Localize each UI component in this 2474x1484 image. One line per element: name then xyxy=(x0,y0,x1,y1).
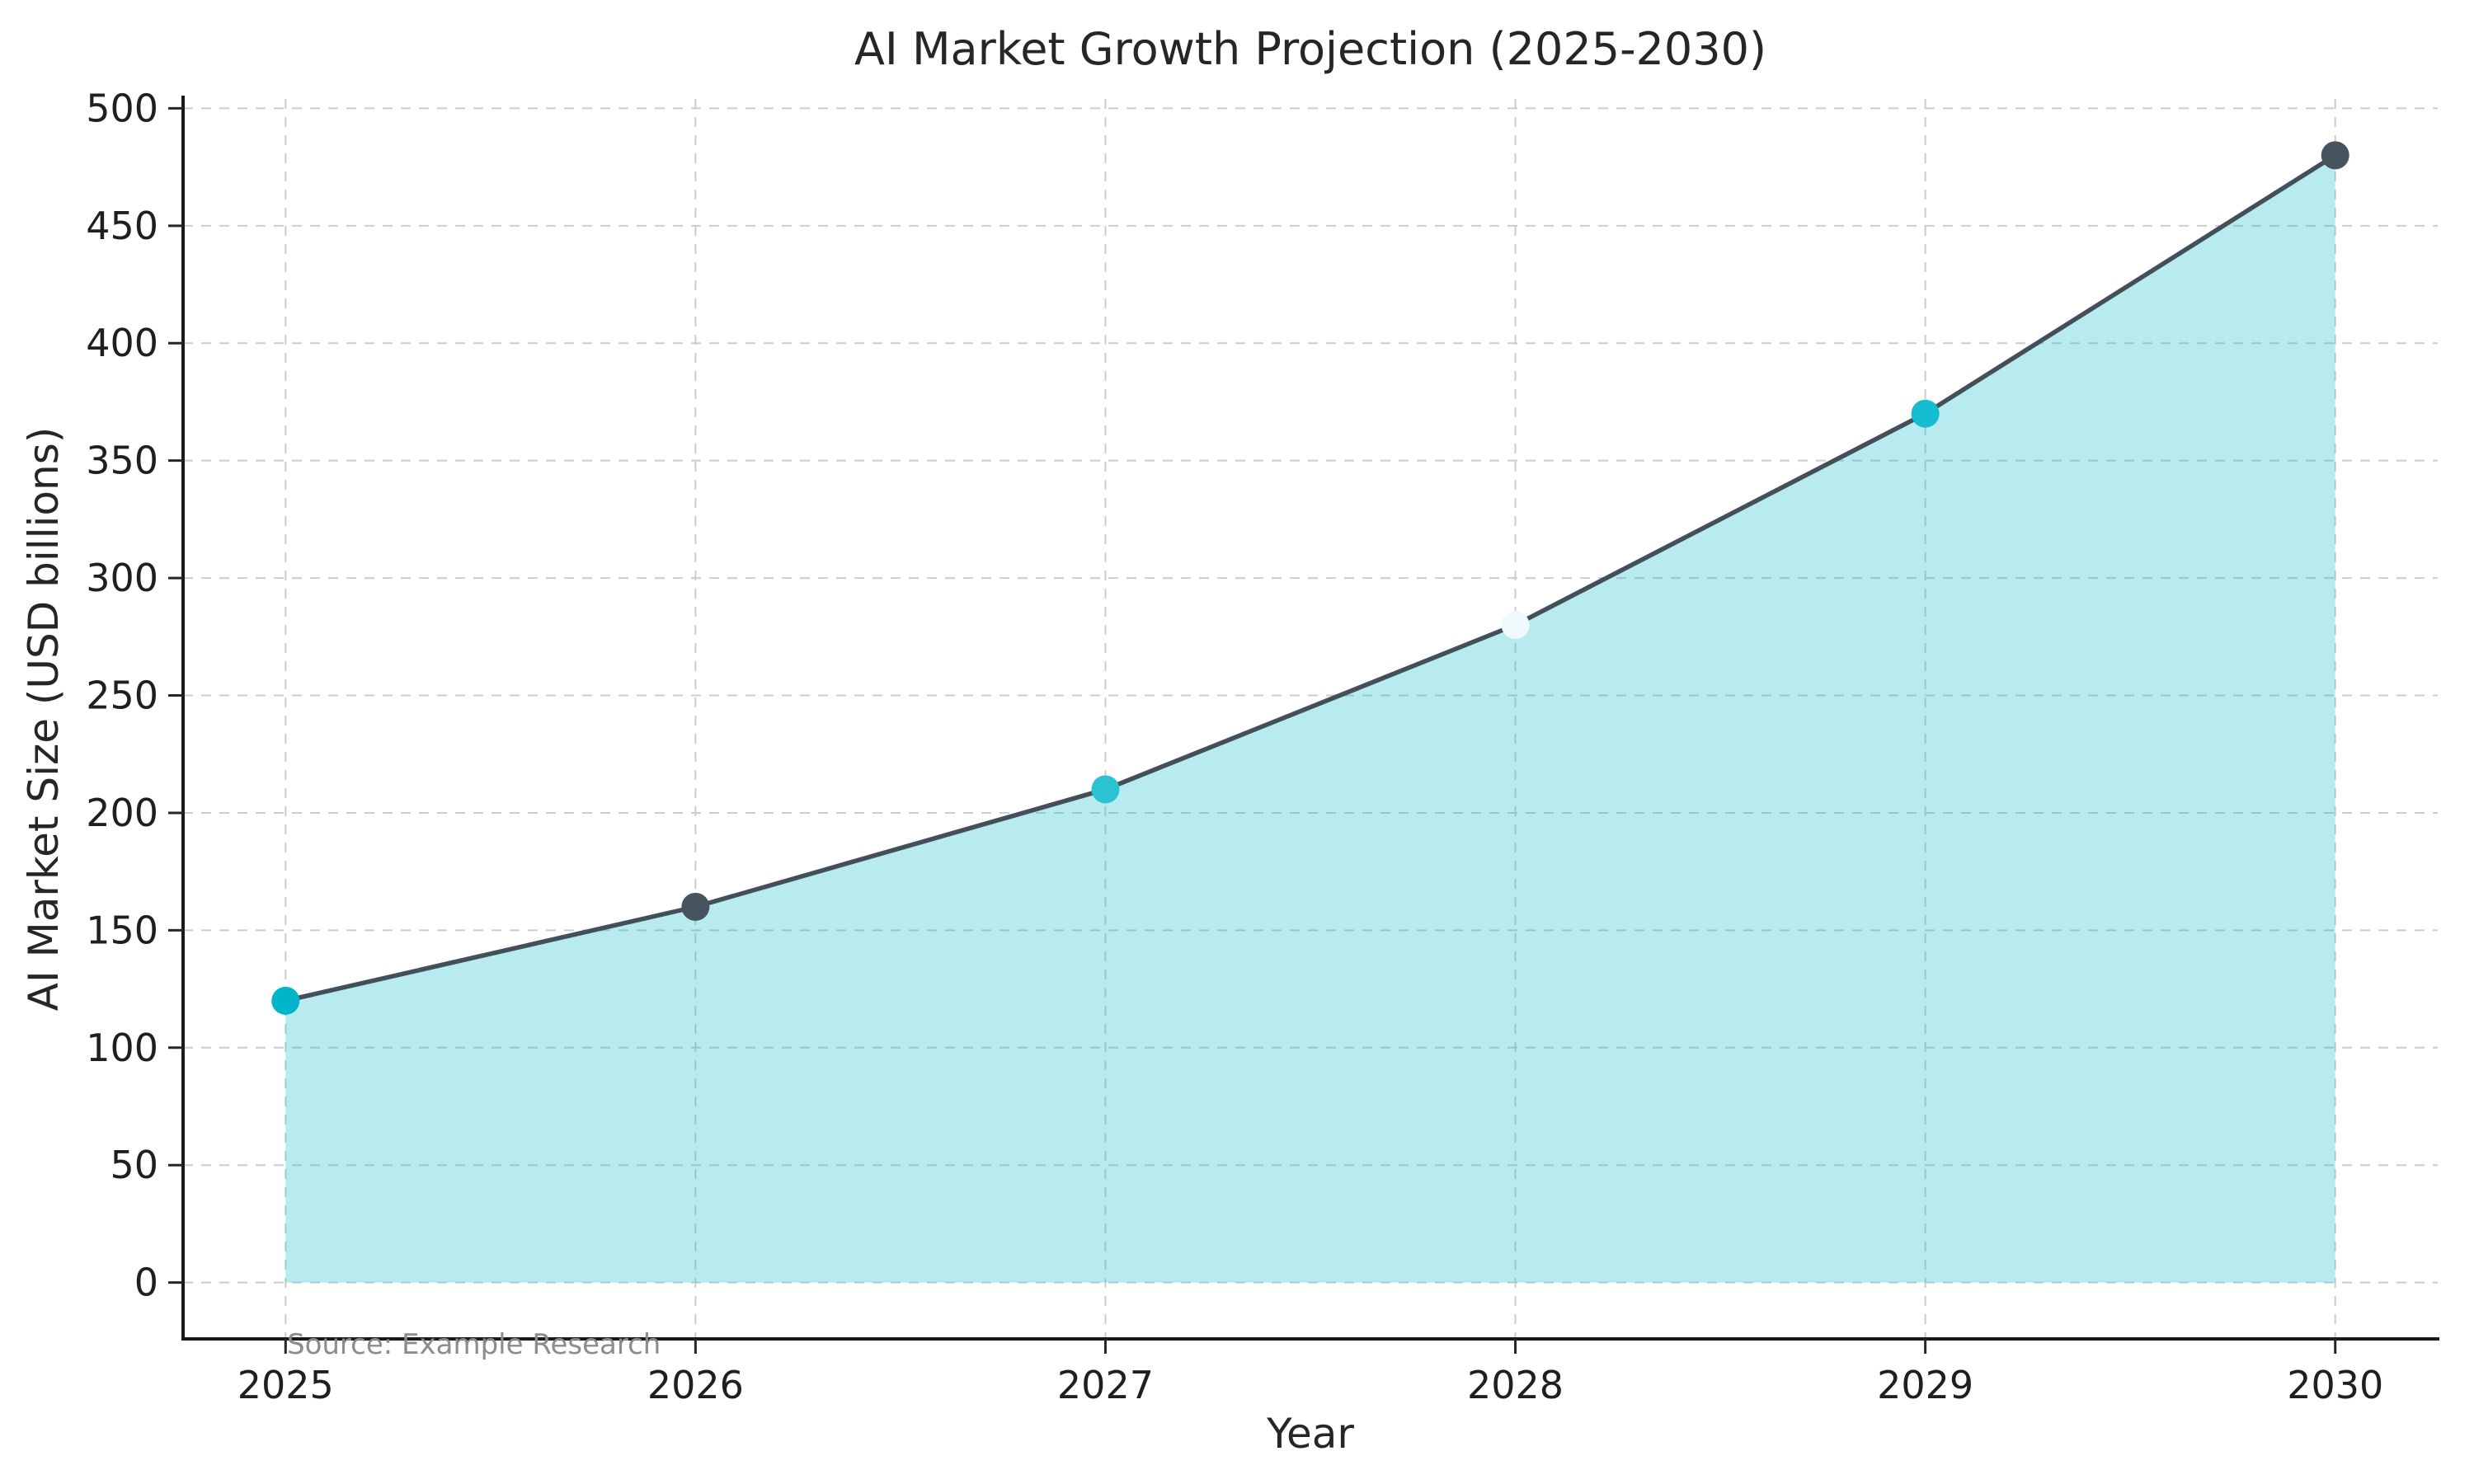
y-tick-label: 100 xyxy=(86,1026,158,1070)
y-tick-label: 150 xyxy=(86,908,158,952)
y-tick-label: 200 xyxy=(86,791,158,835)
x-tick-label: 2026 xyxy=(647,1363,744,1407)
x-tick-label: 2028 xyxy=(1467,1363,1564,1407)
data-point-2028 xyxy=(1501,611,1530,640)
y-tick-label: 400 xyxy=(86,321,158,365)
x-tick-label: 2029 xyxy=(1877,1363,1973,1407)
x-tick-label: 2025 xyxy=(238,1363,334,1407)
gridlines xyxy=(183,99,2438,1339)
plot-series xyxy=(271,141,2349,1283)
y-tick-label: 250 xyxy=(86,674,158,718)
area-fill xyxy=(285,155,2335,1283)
chart-title: AI Market Growth Projection (2025-2030) xyxy=(854,23,1766,75)
x-axis-label: Year xyxy=(1266,1410,1354,1458)
data-point-2026 xyxy=(681,892,710,921)
source-note: Source: Example Research xyxy=(287,1328,661,1361)
y-tick-label: 0 xyxy=(134,1261,158,1305)
tick-labels: 0 50 100 150 200 250 300 350 400 450 500 2025 2026 20… xyxy=(86,86,2383,1407)
data-point-2030 xyxy=(2321,141,2349,170)
y-axis-label: AI Market Size (USD billions) xyxy=(20,427,68,1012)
y-tick-label: 500 xyxy=(86,86,158,130)
x-tick-label: 2030 xyxy=(2287,1363,2383,1407)
trend-line xyxy=(283,153,2338,1003)
data-point-2027 xyxy=(1091,775,1120,804)
data-point-2025 xyxy=(271,986,300,1015)
y-tick-label: 350 xyxy=(86,439,158,483)
data-point-2029 xyxy=(1911,399,1940,428)
axes xyxy=(168,96,2439,1354)
y-tick-label: 450 xyxy=(86,204,158,248)
y-tick-label: 300 xyxy=(86,556,158,600)
x-tick-label: 2027 xyxy=(1057,1363,1154,1407)
y-tick-label: 50 xyxy=(110,1143,158,1187)
